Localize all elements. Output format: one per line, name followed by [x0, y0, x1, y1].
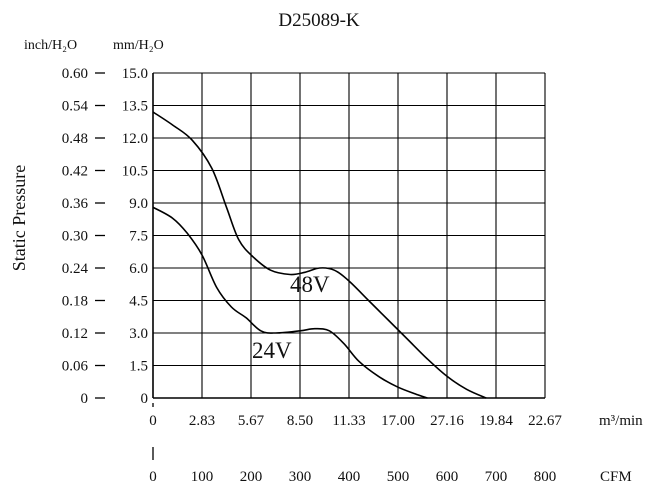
y-tick-label-mm: 10.5	[122, 164, 148, 180]
y-tick-label-mm: 3.0	[129, 326, 148, 342]
y-tick-label-inch: 0	[81, 391, 89, 407]
x-tick-label-cfm: 300	[289, 469, 312, 485]
y-tick-label-inch: 0.54	[62, 99, 89, 115]
y-unit-inch: inch/H₂O	[24, 38, 77, 53]
y-tick-label-mm: 7.5	[129, 229, 148, 245]
y-tick-label-mm: 12.0	[122, 131, 148, 147]
x-tick-label-cfm: 600	[436, 469, 459, 485]
y-tick-label-inch: 0.48	[62, 131, 88, 147]
x-unit-cfm: CFM	[600, 469, 632, 485]
y-axis-ticks: 0 0 0.06 1.5 0.12 3.0 0.18 4.5 0.24 6.0 0.30 7.5 0.3…	[62, 66, 148, 407]
x-tick-label-cfm: 700	[485, 469, 508, 485]
x-tick-label-cfm: 100	[191, 469, 214, 485]
series-label-48v: 48V	[290, 272, 330, 297]
x-tick-label-m3: 22.67	[528, 413, 562, 429]
y-tick-label-mm: 15.0	[122, 66, 148, 82]
x-tick-label-cfm: 400	[338, 469, 361, 485]
x-unit-m3: m³/min	[599, 413, 643, 429]
y-axis-label: Static Pressure	[9, 165, 29, 271]
x-tick-label-cfm: 0	[149, 469, 157, 485]
x-tick-label-m3: 8.50	[287, 413, 313, 429]
y-tick-label-inch: 0.42	[62, 164, 88, 180]
y-tick-label-mm: 13.5	[122, 99, 148, 115]
x-tick-label-m3: 27.16	[430, 413, 464, 429]
y-tick-label-mm: 4.5	[129, 294, 148, 310]
series-line-24v	[152, 206, 428, 399]
y-tick-label-inch: 0.18	[62, 294, 88, 310]
series-layer: 48V 24V	[152, 111, 487, 399]
y-tick-label-mm: 1.5	[129, 359, 148, 375]
y-tick-label-inch: 0.30	[62, 229, 88, 245]
x-tick-label-m3: 2.83	[189, 413, 215, 429]
chart-title: D25089-K	[278, 10, 360, 31]
y-tick-label-inch: 0.36	[62, 196, 89, 212]
x-tick-label-m3: 5.67	[238, 413, 265, 429]
x-tick-label-cfm: 200	[240, 469, 263, 485]
y-unit-mm: mm/H₂O	[113, 38, 164, 53]
x-axis-ticks: 0 0 2.83 100 5.67 200 8.50 300 11.33 400 17.00 500 2…	[149, 403, 562, 485]
series-label-24v: 24V	[252, 338, 292, 363]
y-tick-label-inch: 0.24	[62, 261, 89, 277]
y-tick-label-mm: 9.0	[129, 196, 148, 212]
x-tick-label-cfm: 800	[534, 469, 557, 485]
x-tick-label-m3: 17.00	[381, 413, 415, 429]
x-tick-label-cfm: 500	[387, 469, 410, 485]
y-tick-label-mm: 6.0	[129, 261, 148, 277]
series-line-48v	[152, 111, 487, 399]
x-tick-label-m3: 0	[149, 413, 157, 429]
x-tick-label-m3: 19.84	[479, 413, 513, 429]
y-tick-label-inch: 0.12	[62, 326, 88, 342]
plot-grid	[152, 72, 546, 399]
y-tick-label-mm: 0	[141, 391, 149, 407]
y-tick-label-inch: 0.60	[62, 66, 88, 82]
x-tick-label-m3: 11.33	[332, 413, 365, 429]
y-tick-label-inch: 0.06	[62, 359, 89, 375]
